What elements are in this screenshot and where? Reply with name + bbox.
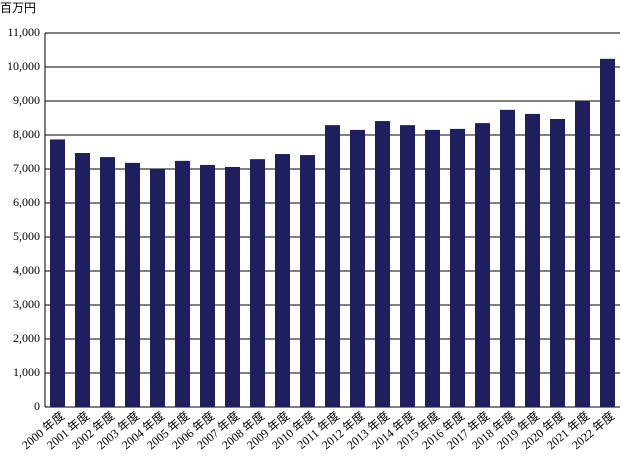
y-tick-label: 6,000: [13, 195, 40, 209]
y-tick-label: 7,000: [13, 161, 40, 175]
bar: [200, 164, 215, 407]
y-tick-label: 2,000: [13, 331, 40, 345]
y-tick-label: 5,000: [13, 229, 40, 243]
bar: [550, 119, 565, 408]
bar: [125, 162, 140, 407]
bar: [150, 169, 165, 407]
y-tick-label: 11,000: [7, 25, 40, 39]
unit-label: 百万円: [0, 1, 36, 15]
bar: [600, 58, 615, 408]
bar: [400, 125, 415, 407]
bar: [275, 154, 290, 407]
y-tick-label: 1,000: [13, 365, 40, 379]
bar: [500, 109, 515, 407]
bar: [250, 159, 265, 407]
bar: [475, 123, 490, 407]
bar: [300, 155, 315, 407]
y-tick-label: 4,000: [13, 263, 40, 277]
y-tick-label: 8,000: [13, 127, 40, 141]
bar: [375, 121, 390, 407]
bar: [525, 113, 540, 408]
bar: [100, 157, 115, 407]
bar: [175, 160, 190, 407]
bar: [325, 125, 340, 407]
y-tick-label: 10,000: [7, 59, 40, 73]
bar: [575, 101, 590, 407]
y-tick-label: 3,000: [13, 297, 40, 311]
bar: [425, 129, 440, 407]
bar: [450, 128, 465, 407]
bar: [350, 129, 365, 407]
y-tick-label: 0: [34, 399, 40, 413]
bar: [75, 153, 90, 407]
bar: [50, 139, 65, 408]
bar: [225, 166, 240, 407]
y-tick-label: 9,000: [13, 93, 40, 107]
